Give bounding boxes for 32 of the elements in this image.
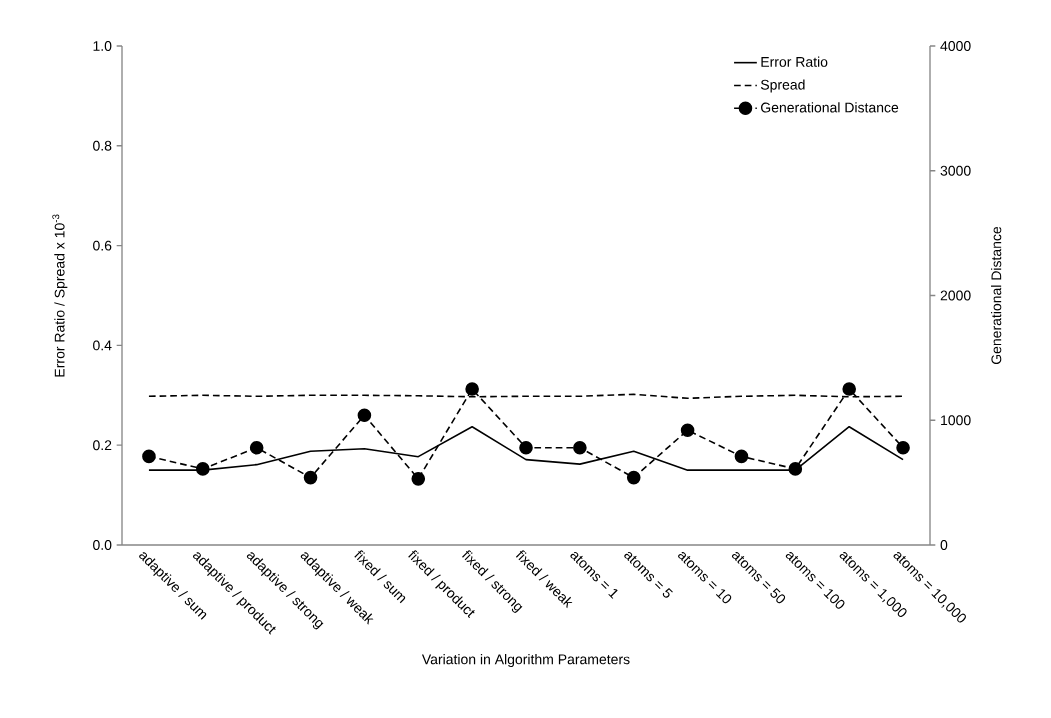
y2-tick-label: 1000 (941, 415, 971, 426)
y-tick-label: 0.8 (93, 140, 112, 151)
y-tick-label: 0.4 (93, 340, 112, 351)
point (411, 472, 426, 486)
y-tick-label: 0.2 (93, 440, 112, 451)
point (465, 382, 479, 396)
point (680, 423, 695, 438)
point (249, 440, 264, 455)
legend-label: Error Ratio (761, 56, 828, 67)
y2-tick-label: 2000 (940, 290, 971, 301)
y2-axis-title: Generational Distance (991, 226, 1002, 365)
y-tick-label: 0.0 (93, 540, 112, 550)
y-tick-label: 0.6 (93, 240, 112, 251)
point (357, 408, 372, 423)
y-tick-label: 1.0 (93, 41, 112, 51)
x-axis-title: Variation in Algorithm Parameters (421, 654, 630, 668)
point (842, 382, 856, 396)
point (734, 449, 749, 464)
point (626, 470, 641, 485)
point (788, 462, 803, 476)
point (196, 462, 210, 476)
y2-tick-label: 3000 (940, 165, 971, 176)
legend-label: Generational Distance (761, 102, 899, 113)
point (303, 470, 318, 485)
y2-tick-label: 0 (940, 540, 948, 550)
y2-tick-label: 4000 (940, 41, 971, 51)
point (573, 440, 587, 455)
point (519, 440, 533, 455)
legend-label: Spread (760, 79, 805, 93)
point (142, 449, 156, 464)
point (896, 440, 910, 455)
y-axis-title: Error Ratio / Spread x 10$^{-3}$ (52, 214, 68, 377)
